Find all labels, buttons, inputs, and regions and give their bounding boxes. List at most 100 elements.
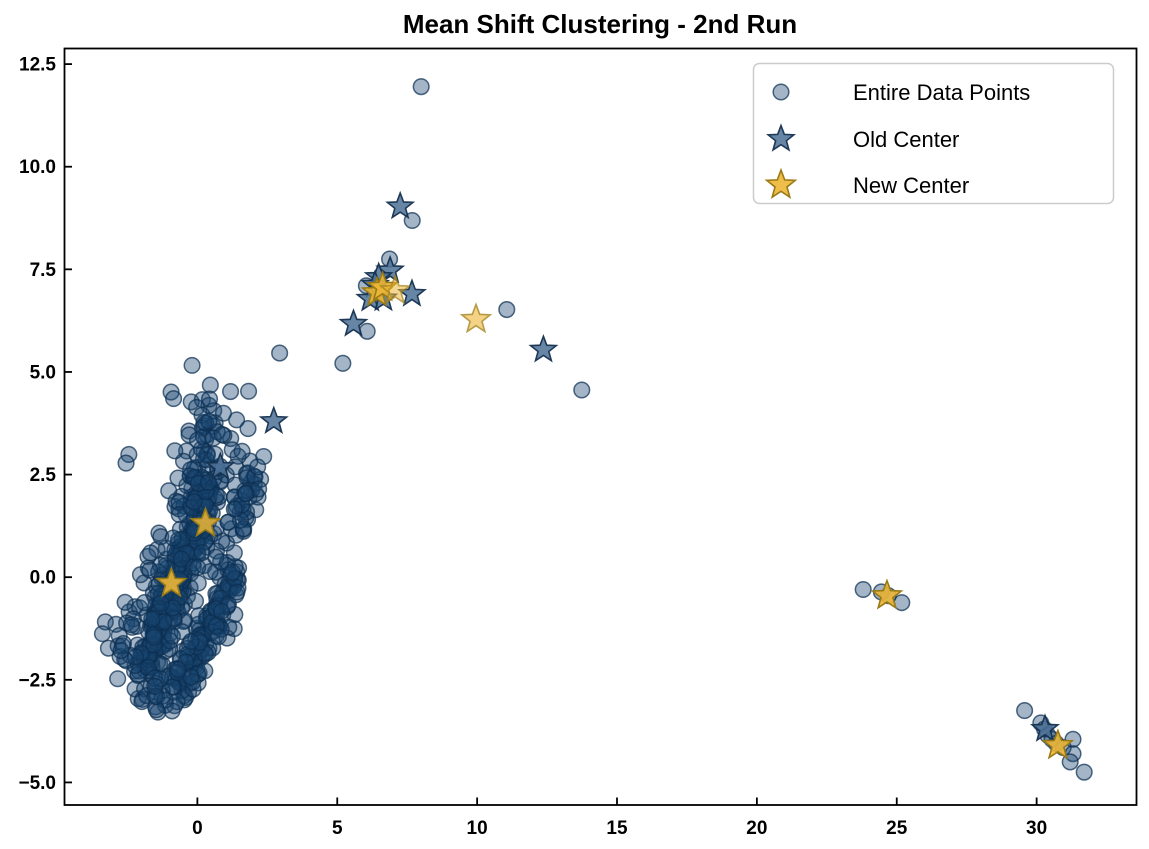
data-point-circle (225, 500, 243, 518)
legend-star-glyph (765, 123, 797, 152)
x-tick-label: 25 (886, 818, 908, 839)
data-point-circle (172, 550, 190, 568)
data-point-circle (151, 556, 169, 574)
data-point-circle (180, 426, 198, 444)
data-point-circle (163, 627, 181, 645)
data-point-circle (122, 616, 140, 634)
data-point-circle (228, 583, 246, 601)
y-tick-label: 5.0 (30, 362, 56, 383)
data-point-circle (204, 429, 222, 447)
data-point-circle (196, 662, 214, 680)
legend-new-center-star-icon (764, 167, 798, 199)
data-point-circle (152, 594, 170, 612)
y-tick-label: −5.0 (18, 773, 56, 794)
x-tick-label: 10 (467, 818, 488, 839)
legend-item-new-center: New Center (764, 167, 969, 199)
new-center-star (154, 566, 188, 598)
data-point-circle (182, 461, 200, 479)
data-point-circle (358, 322, 376, 340)
data-point-circle (222, 382, 240, 401)
x-tick-label: 30 (1026, 818, 1047, 839)
data-point-circle (412, 78, 430, 96)
legend-circle-glyph (772, 83, 790, 101)
new-center-star (870, 578, 904, 610)
data-point-circle (207, 486, 225, 504)
new-center-star (189, 506, 222, 538)
data-point-circle (201, 376, 219, 394)
legend-label: Entire Data Points (853, 80, 1030, 105)
y-tick-label: 7.5 (30, 260, 57, 281)
legend-box (752, 62, 1115, 205)
y-tick-label: 12.5 (19, 55, 56, 76)
data-point-circle (178, 442, 196, 460)
data-point-circle (201, 563, 219, 581)
data-point-circle (184, 558, 202, 576)
data-point-circle (112, 642, 130, 660)
legend: Entire Data Points Old Center New Center (752, 62, 1115, 205)
x-tick-label: 15 (606, 818, 628, 839)
y-tick-label: 0.0 (30, 568, 56, 589)
data-point-circle (117, 454, 135, 472)
data-point-circle (183, 356, 201, 374)
data-point-circle (200, 412, 218, 431)
data-point-circle (186, 592, 205, 610)
data-point-circle (152, 528, 170, 546)
data-point-circle (131, 566, 150, 584)
data-point-circle (239, 420, 257, 438)
data-point-circle (141, 544, 160, 562)
data-point-circle (573, 381, 591, 399)
data-point-circle (213, 425, 231, 444)
old-center-star (258, 405, 289, 434)
x-tick-label: 20 (746, 818, 767, 839)
new-center-star (459, 302, 493, 334)
data-point-circle (498, 301, 516, 319)
data-point-circle (164, 529, 182, 547)
new-centers-layer (154, 270, 1075, 760)
data-point-circle (116, 593, 134, 611)
chart-title: Mean Shift Clustering - 2nd Run (403, 9, 797, 39)
data-point-circle (189, 574, 207, 592)
data-point-circle (212, 602, 231, 620)
data-point-circle (170, 506, 188, 524)
new-center-star (1041, 728, 1075, 760)
legend-label: Old Center (853, 127, 959, 152)
data-point-circle (200, 390, 219, 408)
x-tick-label: 0 (192, 818, 203, 839)
data-point-circle (189, 558, 207, 577)
x-axis-ticks: 0 5 10 15 20 25 30 (192, 797, 1047, 839)
data-point-circle (93, 625, 111, 643)
data-point-circle (188, 446, 206, 464)
data-point-circle (185, 493, 203, 511)
data-point-circle (334, 354, 352, 372)
data-point-circle (240, 382, 258, 400)
data-point-circle (1016, 702, 1034, 720)
y-tick-label: 10.0 (19, 157, 56, 178)
legend-item-old-center: Old Center (765, 123, 959, 152)
legend-old-center-star-icon (765, 123, 797, 152)
data-point-circle (249, 458, 267, 476)
data-point-circle (169, 661, 187, 679)
legend-star-glyph (764, 167, 798, 199)
data-point-circle (237, 484, 255, 503)
data-point-circle (136, 593, 154, 612)
data-point-circle (147, 701, 165, 719)
old-center-star (385, 190, 416, 220)
legend-circle-marker-icon (772, 83, 790, 101)
data-point-circle (109, 670, 127, 688)
old-center-star (338, 308, 369, 337)
legend-label: New Center (853, 173, 969, 198)
data-point-circle (854, 580, 872, 599)
data-point-circle (189, 431, 207, 449)
old-center-star (528, 334, 559, 363)
data-point-circle (226, 458, 244, 476)
y-tick-label: −2.5 (18, 670, 56, 691)
data-point-circle (233, 442, 251, 460)
old-center-star (205, 451, 236, 480)
data-point-circle (223, 563, 241, 581)
data-point-circle (209, 628, 227, 646)
data-point-circle (126, 656, 144, 675)
data-point-circle (207, 548, 225, 566)
data-point-circle (145, 628, 163, 646)
x-tick-label: 5 (332, 818, 343, 839)
